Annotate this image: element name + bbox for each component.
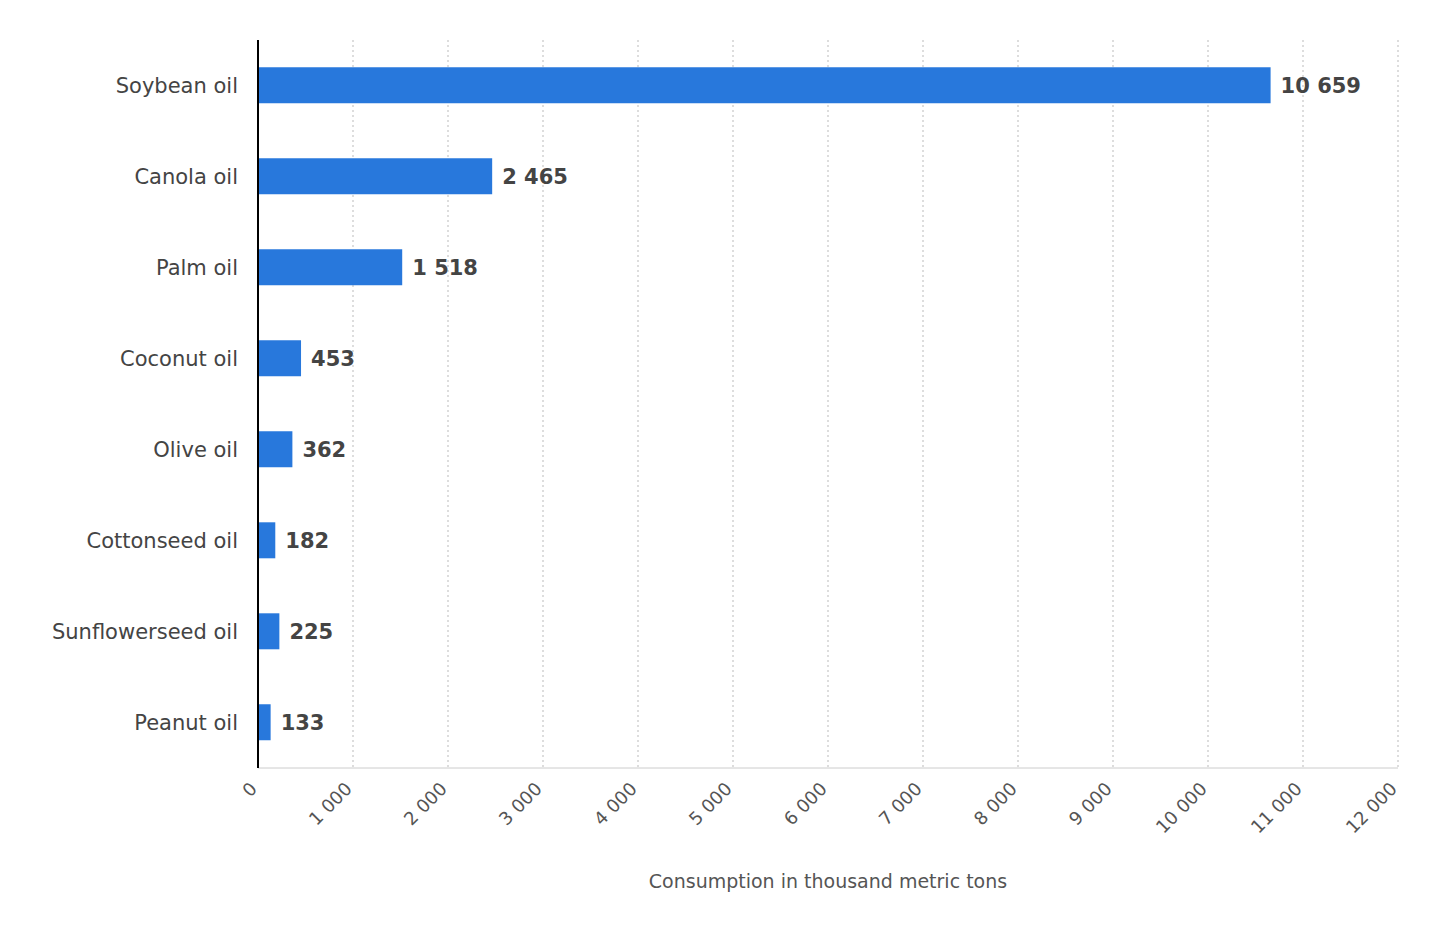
svg-text:362: 362 <box>302 438 346 462</box>
svg-text:10 659: 10 659 <box>1281 74 1361 98</box>
svg-text:Peanut oil: Peanut oil <box>134 711 238 735</box>
svg-text:2 465: 2 465 <box>502 165 568 189</box>
svg-text:12 000: 12 000 <box>1341 778 1400 837</box>
svg-text:Coconut oil: Coconut oil <box>120 347 238 371</box>
svg-text:Canola oil: Canola oil <box>134 165 238 189</box>
svg-text:Palm oil: Palm oil <box>156 256 238 280</box>
svg-text:1 518: 1 518 <box>412 256 478 280</box>
svg-text:225: 225 <box>289 620 333 644</box>
svg-text:4 000: 4 000 <box>590 778 641 829</box>
svg-text:Soybean oil: Soybean oil <box>116 74 238 98</box>
svg-text:0: 0 <box>238 778 261 801</box>
svg-text:182: 182 <box>285 529 329 553</box>
svg-text:5 000: 5 000 <box>685 778 736 829</box>
svg-text:8 000: 8 000 <box>970 778 1021 829</box>
svg-text:7 000: 7 000 <box>875 778 926 829</box>
svg-text:3 000: 3 000 <box>495 778 546 829</box>
svg-text:9 000: 9 000 <box>1065 778 1116 829</box>
svg-text:11 000: 11 000 <box>1246 778 1305 837</box>
svg-text:133: 133 <box>281 711 325 735</box>
svg-text:Sunflowerseed oil: Sunflowerseed oil <box>52 620 238 644</box>
svg-text:Cottonseed oil: Cottonseed oil <box>87 529 238 553</box>
svg-text:1 000: 1 000 <box>305 778 356 829</box>
svg-text:Olive oil: Olive oil <box>153 438 238 462</box>
svg-text:2 000: 2 000 <box>400 778 451 829</box>
svg-text:453: 453 <box>311 347 355 371</box>
svg-text:10 000: 10 000 <box>1151 778 1210 837</box>
svg-text:6 000: 6 000 <box>780 778 831 829</box>
svg-text:Consumption in thousand metric: Consumption in thousand metric tons <box>649 870 1007 892</box>
